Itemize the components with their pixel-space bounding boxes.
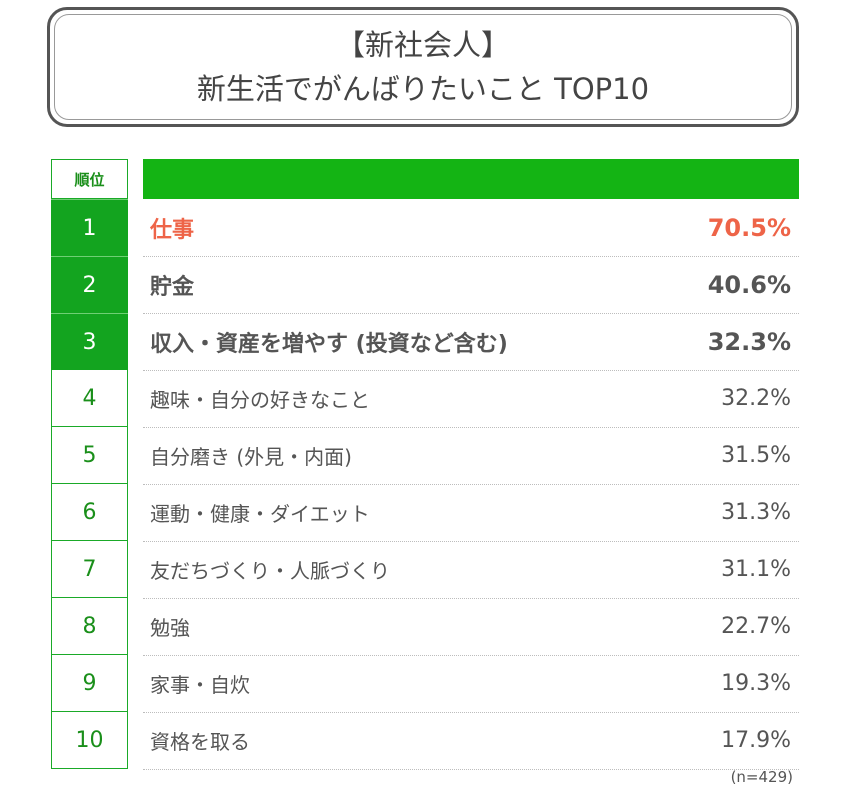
item-value: 40.6% <box>707 270 791 299</box>
table-row: 資格を取る 17.9% <box>143 712 799 770</box>
rank-cell-8: 8 <box>51 598 128 655</box>
rank-cell-9: 9 <box>51 655 128 712</box>
table-row: 家事・自炊 19.3% <box>143 655 799 713</box>
item-label: 貯金 <box>150 274 195 300</box>
rank-cell-2: 2 <box>51 256 128 313</box>
table-row: 自分磨き (外見・内面) 31.5% <box>143 427 799 485</box>
item-label: 家事・自炊 <box>150 673 250 697</box>
rank-cell-1: 1 <box>51 199 128 256</box>
rank-cell-5: 5 <box>51 427 128 484</box>
item-value: 70.5% <box>707 213 791 242</box>
item-label: 仕事 <box>150 217 195 243</box>
item-label: 友だちづくり・人脈づくり <box>150 559 390 583</box>
item-value: 31.3% <box>721 500 791 525</box>
rank-cell-4: 4 <box>51 370 128 427</box>
item-value: 31.5% <box>721 443 791 468</box>
rank-cell-6: 6 <box>51 484 128 541</box>
item-value: 19.3% <box>721 671 791 696</box>
item-value: 31.1% <box>721 557 791 582</box>
table-row: 運動・健康・ダイエット 31.3% <box>143 484 799 542</box>
item-label: 勉強 <box>150 616 190 640</box>
rank-column-header: 順位 <box>51 159 128 199</box>
item-value: 22.7% <box>721 614 791 639</box>
item-label: 自分磨き (外見・内面) <box>150 445 352 469</box>
table-row: 仕事 70.5% <box>143 199 799 257</box>
table-row: 貯金 40.6% <box>143 256 799 314</box>
rank-cell-3: 3 <box>51 313 128 370</box>
rank-cell-7: 7 <box>51 541 128 598</box>
title-line-1: 【新社会人】 <box>335 28 510 62</box>
title-line-2: 新生活でがんばりたいこと TOP10 <box>196 72 650 106</box>
item-label: 運動・健康・ダイエット <box>150 502 370 526</box>
item-value: 17.9% <box>721 728 791 753</box>
item-label: 趣味・自分の好きなこと <box>150 388 370 412</box>
item-label: 収入・資産を増やす (投資など含む) <box>150 331 508 357</box>
table-row: 友だちづくり・人脈づくり 31.1% <box>143 541 799 599</box>
item-label: 資格を取る <box>150 730 250 754</box>
rank-cell-10: 10 <box>51 712 128 769</box>
sample-size-note: (n=429) <box>730 768 793 786</box>
table-row: 収入・資産を増やす (投資など含む) 32.3% <box>143 313 799 371</box>
item-value: 32.3% <box>707 327 791 356</box>
table-row: 勉強 22.7% <box>143 598 799 656</box>
title-inner: 【新社会人】 新生活でがんばりたいこと TOP10 <box>54 14 792 120</box>
table-row: 趣味・自分の好きなこと 32.2% <box>143 370 799 428</box>
item-value: 32.2% <box>721 386 791 411</box>
table-header-bar <box>143 159 799 199</box>
title-box: 【新社会人】 新生活でがんばりたいこと TOP10 <box>47 7 799 127</box>
